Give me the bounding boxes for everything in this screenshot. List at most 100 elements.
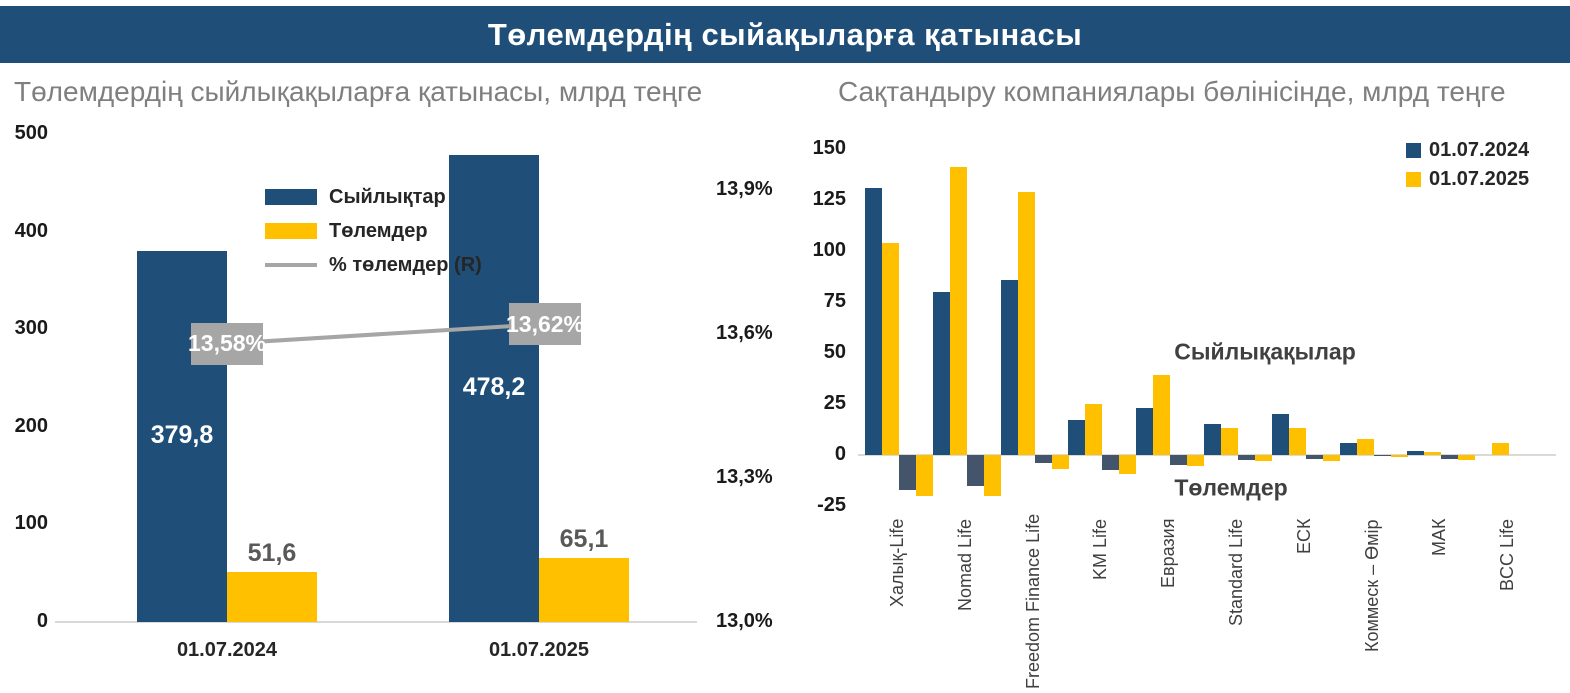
- x-axis-company-label: Коммеск – Өмір: [1361, 519, 1382, 652]
- x-axis-company-label: BCC Life: [1497, 519, 1518, 592]
- bar-payments-2025-Евразия: [1187, 455, 1205, 467]
- bar-value-label: 51,6: [247, 538, 297, 567]
- bar-payments-01.07.2025: [539, 558, 629, 622]
- x-axis-company-label: Standard Life: [1226, 519, 1246, 627]
- bar-premiums-2025-Евразия: [1153, 375, 1171, 455]
- bar-payments-2024-МАК: [1441, 455, 1459, 460]
- bar-premiums-2025-Standard Life: [1221, 428, 1238, 455]
- page-title: Төлемдердің сыйақыларға қатынасы: [487, 16, 1083, 52]
- left-y-axis-tick-label: 300: [14, 317, 48, 340]
- bar-payments-2025-Freedom Finance Life: [1051, 455, 1069, 470]
- bar-payments-2025-Халық-Life: [916, 455, 933, 496]
- legend-label: % төлемдер (R): [329, 253, 482, 276]
- x-axis-company-label: KM Life: [1090, 519, 1111, 581]
- square-swatch-icon: [1406, 142, 1421, 158]
- bar-payments-2025-ЕСК: [1322, 455, 1340, 462]
- legend-label: 01.07.2024: [1429, 138, 1530, 161]
- bar-payments-2024-Халық-Life: [899, 455, 916, 490]
- left-y-axis-tick-label: 500: [14, 122, 48, 144]
- bar-premiums-2024-МАК: [1407, 450, 1425, 455]
- legend-label: Төлемдер: [329, 219, 428, 242]
- bar-value-label: 379,8: [150, 420, 214, 449]
- left-y-axis-tick-label: 100: [14, 512, 48, 535]
- x-axis-company-label: Freedom Finance Life: [1022, 513, 1043, 689]
- left-chart-legend: Сыйлықтар Төлемдер % төлемдер (R): [265, 186, 482, 288]
- x-axis-company-label: Евразия: [1158, 519, 1179, 589]
- legend-label: 01.07.2025: [1429, 167, 1530, 190]
- bar-premiums-2025-Халық-Life: [882, 242, 899, 455]
- bar-premiums-2025-Коммеск – Өмір: [1356, 438, 1374, 455]
- bar-payments-2024-ЕСК: [1305, 455, 1323, 460]
- bar-payments-2024-Nomad Life: [966, 455, 984, 486]
- header-bar: Төлемдердің сыйақыларға қатынасы: [0, 6, 1570, 63]
- bar-payments-2025-Nomad Life: [983, 455, 1001, 496]
- bar-payments-2025-Standard Life: [1255, 455, 1272, 462]
- right-chart-y-axis-tick-label: 0: [834, 443, 846, 465]
- right-chart-legend: 01.07.2024 01.07.2025: [1406, 138, 1530, 198]
- bar-premiums-01.07.2025: [449, 155, 539, 622]
- legend-item-2024: 01.07.2024: [1406, 138, 1530, 161]
- left-y-axis-tick-label: 400: [14, 219, 48, 242]
- bar-payments-2024-KM Life: [1102, 455, 1120, 471]
- left-chart-x-axis-line: [55, 621, 697, 623]
- bar-premiums-2024-Коммеск – Өмір: [1339, 442, 1357, 455]
- right-chart-y-axis-tick-label: 150: [812, 137, 846, 159]
- right-y-axis-tick-label: 13,3%: [716, 466, 773, 488]
- left-y-axis-tick-label: 200: [14, 414, 48, 437]
- right-chart-y-axis-tick-label: 25: [823, 392, 846, 414]
- x-axis-company-label: Халық-Life: [887, 519, 907, 608]
- bar-value-label: 65,1: [559, 525, 609, 554]
- bar-premiums-2024-Евразия: [1136, 408, 1154, 455]
- annotation-premiums: Сыйлықақылар: [1174, 338, 1356, 365]
- legend-item-payments-percent: % төлемдер (R): [265, 254, 482, 276]
- bar-payments-2025-KM Life: [1119, 455, 1137, 475]
- right-chart-x-axis-line: [858, 454, 1556, 456]
- square-swatch-icon: [1406, 171, 1421, 187]
- right-chart-y-axis-tick-label: 100: [812, 239, 846, 261]
- bar-premiums-01.07.2024: [137, 251, 227, 622]
- right-chart-y-axis-tick-label: -25: [817, 494, 846, 516]
- bar-payments-2025-Коммеск – Өмір: [1390, 455, 1408, 458]
- right-chart-title: Сақтандыру компаниялары бөлінісінде, млр…: [838, 76, 1506, 107]
- bar-premiums-2024-ЕСК: [1271, 414, 1289, 455]
- bar-premiums-2025-Nomad Life: [949, 167, 967, 455]
- x-axis-category-label: 01.07.2024: [176, 639, 278, 661]
- legend-item-2025: 01.07.2025: [1406, 167, 1530, 190]
- bar-premiums-2025-KM Life: [1085, 404, 1103, 455]
- line-swatch-icon: [265, 263, 317, 267]
- right-chart-y-axis-tick-label: 75: [823, 290, 846, 312]
- right-chart-y-axis-tick-label: 125: [812, 188, 846, 210]
- x-axis-company-label: Nomad Life: [954, 519, 975, 612]
- bar-swatch-icon: [265, 189, 317, 205]
- bar-premiums-2025-МАК: [1424, 451, 1442, 455]
- bar-premiums-2024-Standard Life: [1204, 424, 1221, 455]
- legend-item-premiums: Сыйлықтар: [265, 186, 482, 208]
- legend-label: Сыйлықтар: [329, 185, 446, 208]
- bar-premiums-2025-BCC Life: [1492, 442, 1510, 455]
- bar-payments-2024-Freedom Finance Life: [1034, 455, 1052, 464]
- right-y-axis-tick-label: 13,9%: [716, 178, 773, 200]
- right-y-axis-tick-label: 13,0%: [716, 610, 773, 632]
- bar-payments-2024-Standard Life: [1238, 455, 1255, 461]
- right-y-axis-tick-label: 13,6%: [716, 322, 773, 344]
- left-chart-title: Төлемдердің сыйлықақыларға қатынасы, млр…: [14, 76, 703, 107]
- bar-premiums-2024-Nomad Life: [932, 291, 950, 455]
- annotation-payments: Төлемдер: [1174, 474, 1288, 501]
- bar-value-label: 478,2: [462, 372, 526, 401]
- x-axis-company-label: МАК: [1429, 519, 1450, 557]
- right-chart-y-axis-tick-label: 50: [823, 341, 846, 363]
- bar-premiums-2025-Freedom Finance Life: [1017, 191, 1035, 455]
- bar-premiums-2024-Freedom Finance Life: [1000, 279, 1018, 455]
- bar-premiums-2024-Халық-Life: [865, 187, 882, 455]
- line-data-label: 13,58%: [188, 322, 266, 365]
- bar-swatch-icon: [265, 223, 317, 239]
- bar-premiums-2024-KM Life: [1068, 420, 1086, 455]
- legend-item-payments: Төлемдер: [265, 220, 482, 242]
- bar-payments-2024-Евразия: [1170, 455, 1188, 466]
- left-y-axis-tick-label: 0: [36, 610, 48, 632]
- x-axis-company-label: ЕСК: [1293, 519, 1314, 555]
- bar-premiums-2025-ЕСК: [1288, 428, 1306, 455]
- line-data-label: 13,62%: [506, 303, 584, 346]
- x-axis-category-label: 01.07.2025: [488, 639, 590, 661]
